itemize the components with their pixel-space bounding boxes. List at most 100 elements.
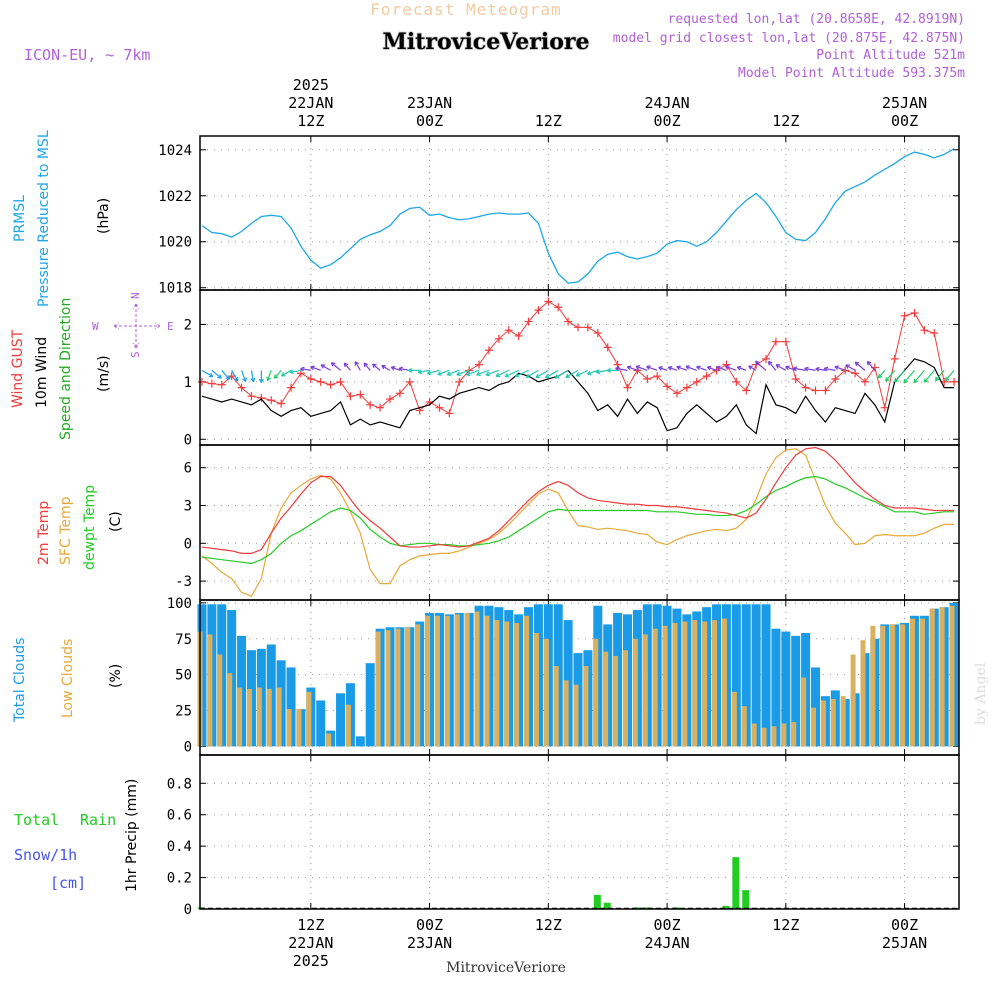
wind-arrow	[391, 366, 401, 371]
gust-marker	[593, 329, 602, 338]
total-cloud-bar	[751, 604, 761, 747]
wind-arrow-head	[258, 378, 264, 383]
wind-arrow-head	[575, 372, 581, 377]
panel-wind: 0 1 2 Wind GUST 10m Wind Speed and Direction (…	[10, 289, 960, 448]
gust-marker	[742, 386, 751, 395]
low-cloud-bar	[345, 704, 351, 747]
gust-marker	[445, 409, 454, 418]
low-cloud-bar	[811, 707, 817, 747]
footer-station: MitroviceVeriore	[446, 960, 566, 976]
wind-arrow	[381, 365, 391, 371]
y-tick-label: 1024	[158, 143, 192, 159]
panel-temperature: -3 0 3 6 2m Temp SFC Temp dewpt Temp (C)	[36, 444, 960, 601]
gust-marker	[385, 395, 394, 404]
wind-arrow	[240, 370, 247, 382]
wind-arrow-head	[903, 378, 908, 384]
wind-arrow-head	[234, 376, 239, 382]
wind-arrow-head	[514, 372, 520, 378]
wind-arrow-head	[354, 361, 359, 366]
wind-line	[201, 358, 955, 435]
low-cloud-bar	[593, 638, 599, 747]
top-time-label: 12Z	[535, 112, 562, 130]
wind-arrow-head	[785, 365, 790, 371]
wind-arrow	[944, 369, 955, 382]
gust-marker	[831, 374, 840, 383]
low-cloud-bar	[533, 633, 539, 747]
bottom-time-label: 24JAN	[644, 934, 689, 952]
wind-arrow	[310, 366, 321, 371]
low-cloud-bar	[909, 618, 915, 747]
low-cloud-bar	[375, 631, 381, 747]
wind-arrow-head	[736, 365, 742, 371]
panel-ylabel: (m/s)	[96, 355, 112, 392]
low-cloud-bar	[702, 621, 708, 747]
wind-arrow-head	[437, 371, 442, 376]
panel-label: Speed and Direction	[58, 298, 74, 440]
wind-arrow-head	[658, 366, 663, 371]
gust-marker	[197, 377, 206, 386]
wind-arrow-head	[266, 376, 271, 382]
bottom-time-label: 00Z	[416, 916, 443, 934]
panel-ylabel: (hPa)	[96, 198, 112, 234]
wind-arrow-head	[646, 365, 651, 370]
wind-arrow-head	[504, 373, 510, 378]
rain-bar	[603, 902, 611, 909]
rain-bar	[722, 905, 730, 909]
wind-arrow	[515, 369, 529, 378]
wind-arrow-head	[273, 374, 279, 379]
wind-arrow	[775, 364, 787, 371]
top-time-label: 24JAN	[644, 94, 689, 112]
wind-arrow	[696, 366, 707, 371]
wind-arrow-head	[595, 369, 601, 375]
wind-arrow-head	[767, 360, 773, 366]
wind-arrow-head	[554, 374, 559, 379]
low-cloud-bar	[494, 620, 500, 747]
total-cloud-bar	[761, 604, 771, 747]
wind-arrow-head	[923, 378, 929, 383]
gust-marker	[643, 374, 652, 383]
total-cloud-bar	[811, 667, 821, 747]
low-cloud-bar	[870, 625, 876, 747]
wind-arrow-head	[398, 366, 403, 372]
wind-arrow-head	[877, 373, 883, 379]
low-cloud-bar	[662, 625, 668, 747]
gust-marker	[653, 372, 662, 381]
gust-marker	[920, 326, 929, 335]
low-cloud-bar	[613, 655, 619, 747]
panel-label: Pressure Reduced to MSL	[36, 130, 52, 307]
wind-arrow-head	[217, 374, 222, 379]
wind-arrow-head	[748, 365, 753, 370]
wind-arrow	[221, 369, 230, 380]
top-time-label: 00Z	[891, 112, 918, 130]
wind-arrow-head	[716, 365, 721, 371]
gust-marker	[930, 329, 939, 338]
model-label: ICON-EU, ~ 7km	[24, 46, 150, 64]
wind-arrow-head	[724, 365, 730, 370]
low-cloud-bar	[791, 721, 797, 747]
wind-arrow	[363, 362, 371, 371]
wind-arrow	[211, 369, 222, 379]
wind-arrow	[418, 369, 430, 373]
low-cloud-bar	[939, 607, 945, 747]
gust-marker	[811, 386, 820, 395]
y-tick-label: 1018	[158, 281, 192, 297]
low-cloud-bar	[484, 615, 490, 747]
gust-marker	[851, 369, 860, 378]
gust-marker	[692, 377, 701, 386]
gust-marker	[336, 377, 345, 386]
gust-marker	[405, 377, 414, 386]
low-cloud-bar	[860, 640, 866, 747]
panel-pressure: 1018 1020 1022 1024 PRMSL Pressure Reduced to…	[12, 130, 960, 307]
gust-line	[201, 300, 955, 415]
rain-bar	[593, 894, 601, 909]
low-cloud-bar	[415, 624, 421, 747]
wind-arrow	[635, 365, 648, 371]
low-cloud-bar	[444, 615, 450, 747]
y-tick-label: 1020	[158, 235, 192, 251]
bottom-time-label: 12Z	[535, 916, 562, 934]
wind-arrow	[824, 367, 836, 371]
gust-marker	[475, 360, 484, 369]
wind-arrow-head	[885, 377, 890, 382]
panel-ylabel: (%)	[108, 664, 124, 688]
panel-label: Total	[14, 811, 59, 829]
